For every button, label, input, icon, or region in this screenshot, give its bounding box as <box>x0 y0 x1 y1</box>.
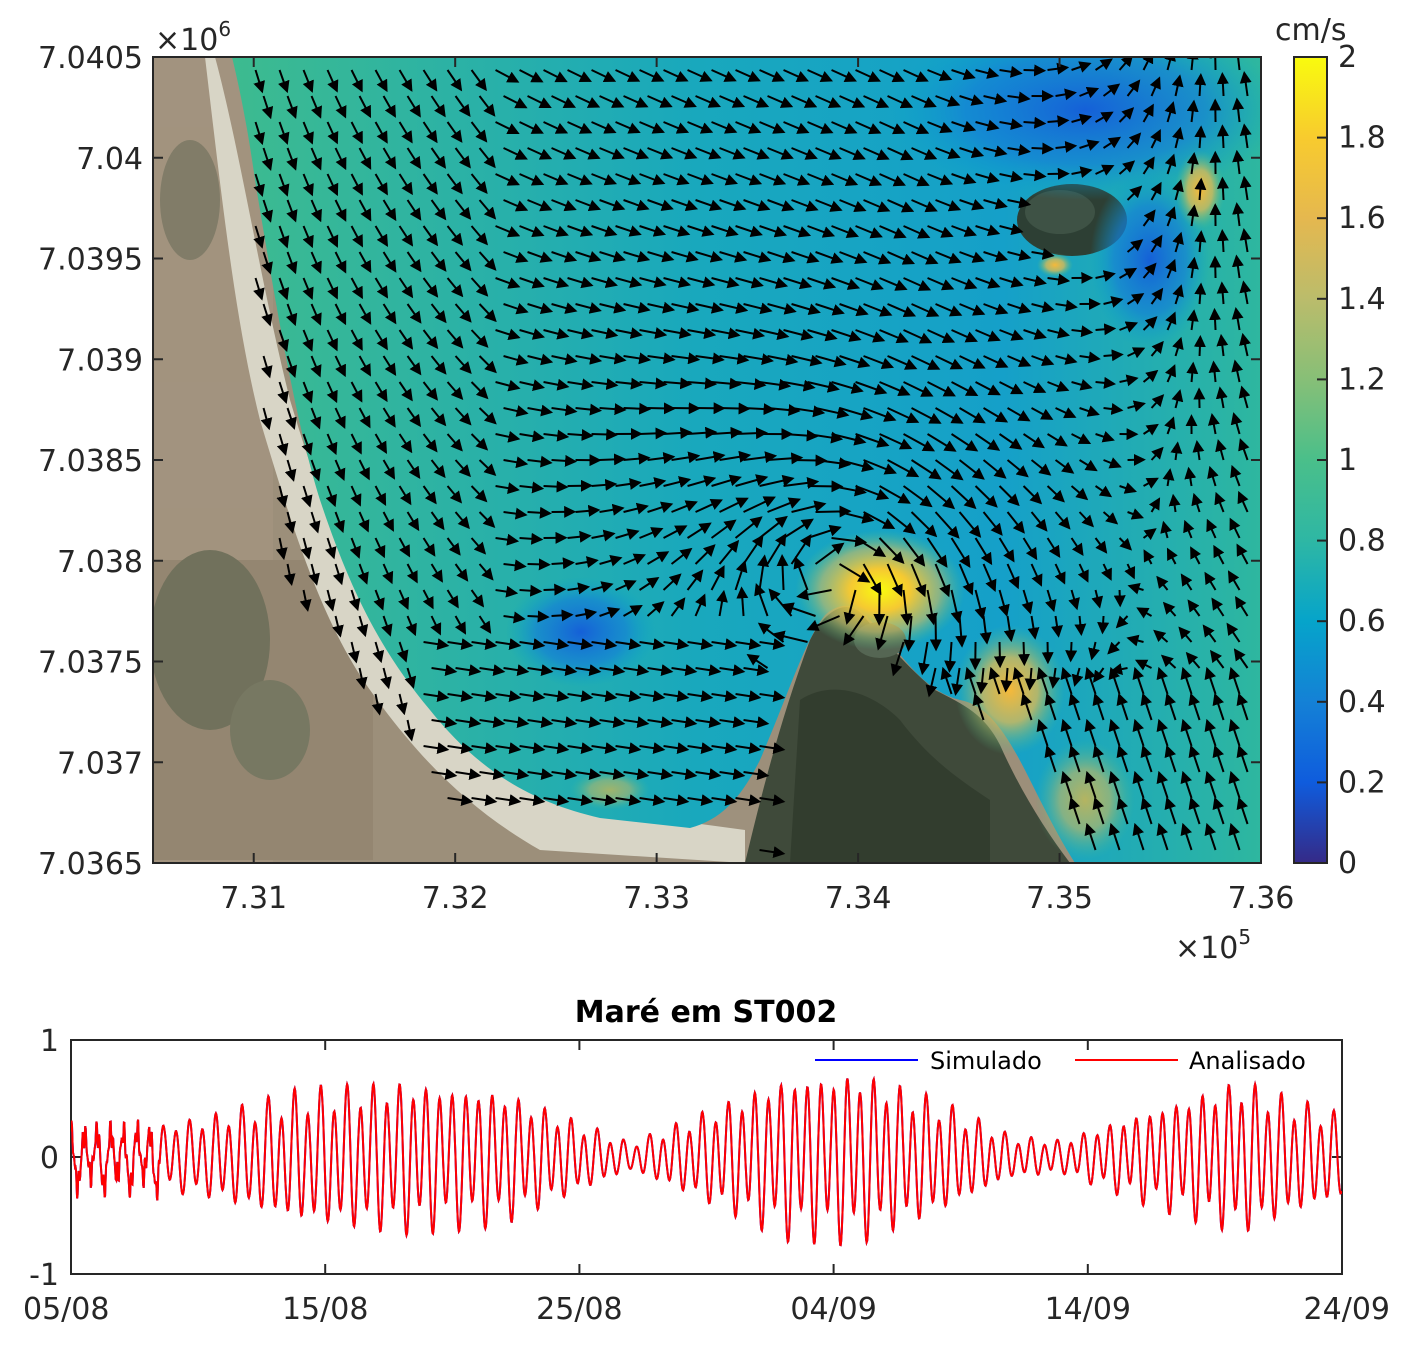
colorbar-tick-label: 1 <box>1338 443 1357 478</box>
colorbar-tick-label: 0.4 <box>1338 685 1386 720</box>
map-y-tick-label: 7.0385 <box>38 444 143 479</box>
map-x-tick-label: 7.34 <box>825 881 892 916</box>
colorbar-tick-label: 1.6 <box>1338 201 1386 236</box>
tide-x-tick-label: 04/09 <box>790 1292 876 1327</box>
map-y-multiplier: ×106 <box>155 17 231 58</box>
urban-texture <box>153 57 760 863</box>
series-analisado-line <box>71 1075 1342 1247</box>
map-y-tick-label: 7.0405 <box>38 41 143 76</box>
tide-x-tick-label: 15/08 <box>282 1292 368 1327</box>
colorbar-label: cm/s <box>1275 13 1346 48</box>
map-y-tick-label: 7.0395 <box>38 243 143 278</box>
tide-x-tick-label: 24/09 <box>1304 1292 1390 1327</box>
tide-legend: Simulado Analisado <box>815 1047 1306 1075</box>
map-y-tick-label: 7.039 <box>57 343 143 378</box>
map-x-tick-label: 7.33 <box>623 881 690 916</box>
colorbar-tick-label: 0.8 <box>1338 524 1386 559</box>
map-y-axis: 7.0405 7.04 7.0395 7.039 7.0385 7.038 7.0375 7.… <box>38 41 1261 882</box>
tide-axes: 05/08 15/08 25/08 04/09 14/09 24/09 1 0 -1 <box>23 1024 1390 1327</box>
legend-simulado-label: Simulado <box>930 1047 1042 1075</box>
tide-y-tick-label: -1 <box>29 1258 59 1293</box>
map-x-tick-label: 7.32 <box>422 881 489 916</box>
map-y-tick-label: 7.037 <box>57 746 143 781</box>
map-x-axis: 7.31 7.32 7.33 7.34 7.35 7.36 <box>220 57 1294 916</box>
colorbar-tick-label: 1.4 <box>1338 282 1386 317</box>
velocity-map <box>153 57 1261 863</box>
tide-title: Maré em ST002 <box>575 995 837 1030</box>
tide-y-tick-label: 1 <box>40 1024 59 1059</box>
colorbar-tick-label: 2 <box>1338 40 1357 75</box>
map-y-tick-label: 7.0365 <box>38 847 143 882</box>
colorbar-tick-label: 0.6 <box>1338 604 1386 639</box>
tide-x-tick-label: 25/08 <box>536 1292 622 1327</box>
legend-analisado-label: Analisado <box>1189 1047 1306 1075</box>
map-x-tick-label: 7.36 <box>1228 881 1295 916</box>
colorbar-tick-label: 1.8 <box>1338 121 1386 156</box>
map-y-tick-label: 7.0375 <box>38 646 143 681</box>
map-x-tick-label: 7.35 <box>1026 881 1093 916</box>
map-x-tick-label: 7.31 <box>220 881 287 916</box>
tide-y-tick-label: 0 <box>40 1141 59 1176</box>
map-y-tick-label: 7.038 <box>57 545 143 580</box>
map-x-multiplier: ×105 <box>1175 925 1251 966</box>
colorbar-tick-label: 0 <box>1338 846 1357 881</box>
colorbar-tick-label: 1.2 <box>1338 362 1386 397</box>
colorbar-tick-label: 0.2 <box>1338 765 1386 800</box>
velocity-arrows <box>253 57 1252 859</box>
colorbar-ticks: 0 0.2 0.4 0.6 0.8 1 1.2 1.4 1.6 1.8 2 <box>1317 40 1386 881</box>
map-y-tick-label: 7.04 <box>76 142 143 177</box>
tide-x-tick-label: 14/09 <box>1045 1292 1131 1327</box>
tide-x-tick-label: 05/08 <box>23 1292 109 1327</box>
